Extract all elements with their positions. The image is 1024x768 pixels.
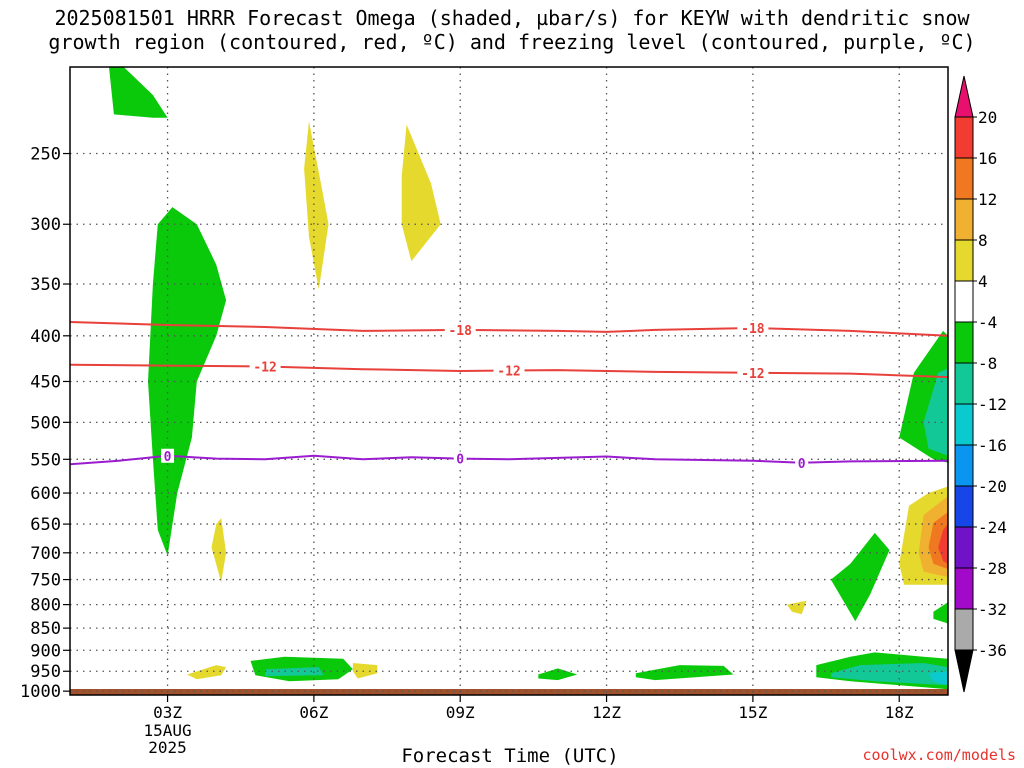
freezing-contour-0 bbox=[70, 454, 948, 466]
dgz-contour-1-label-bg-0 bbox=[249, 359, 281, 374]
y-tick-label-400: 400 bbox=[30, 327, 61, 347]
colorbar-label-0: 20 bbox=[978, 108, 997, 127]
colorbar-box-8 bbox=[954, 444, 974, 487]
colorbar-label-1: 16 bbox=[978, 149, 997, 168]
dgz-contour-0-label-bg-1 bbox=[737, 320, 769, 335]
grid-lines bbox=[70, 67, 948, 695]
colorbar-box-10 bbox=[954, 526, 974, 569]
colorbar-label-7: -12 bbox=[978, 395, 1007, 414]
y-tick-label-250: 250 bbox=[30, 145, 61, 165]
y-tick-label-950: 950 bbox=[30, 662, 61, 682]
colorbar-label-6: -8 bbox=[978, 354, 997, 373]
freezing-contour-0-label-0: 0 bbox=[164, 450, 172, 465]
dgz-contour-1-label-bg-1 bbox=[493, 363, 525, 378]
colorbar-box-4 bbox=[954, 280, 974, 323]
ground-bar bbox=[70, 689, 948, 695]
freezing-contour-0-label-2: 0 bbox=[798, 457, 806, 472]
y-tick-label-350: 350 bbox=[30, 275, 61, 295]
omega-region-14 bbox=[928, 671, 948, 686]
omega-region-4 bbox=[211, 518, 227, 583]
colorbar-label-13: -36 bbox=[978, 641, 1007, 660]
colorbar-label-10: -24 bbox=[978, 518, 1007, 537]
colorbar-box-0 bbox=[954, 116, 974, 159]
colorbar-label-11: -28 bbox=[978, 559, 1007, 578]
omega-region-13 bbox=[830, 663, 948, 686]
colorbar-box-7 bbox=[954, 403, 974, 446]
y-tick-label-450: 450 bbox=[30, 372, 61, 392]
x-tick-label-06Z: 06Z bbox=[299, 703, 328, 722]
y-tick-label-750: 750 bbox=[30, 571, 61, 591]
plot-area: -18 -18 -12 -12 -12 0 0 0 bbox=[70, 67, 948, 695]
colorbar-label-2: 12 bbox=[978, 190, 997, 209]
colorbar-label-3: 8 bbox=[978, 231, 988, 250]
omega-region-6 bbox=[352, 663, 378, 679]
colorbar-box-3 bbox=[954, 239, 974, 282]
omega-region-5 bbox=[187, 665, 227, 680]
y-tick-label-550: 550 bbox=[30, 450, 61, 470]
plot-frame bbox=[69, 66, 949, 696]
x-tick-label-18Z: 18Z bbox=[885, 703, 914, 722]
freezing-contour-0-label-bg-2 bbox=[795, 455, 809, 470]
omega-region-17 bbox=[923, 368, 948, 456]
colorbar-label-9: -20 bbox=[978, 477, 1007, 496]
y-tick-label-900: 900 bbox=[30, 641, 61, 661]
x-tick-label-12Z: 12Z bbox=[592, 703, 621, 722]
y-tick-label-500: 500 bbox=[30, 413, 61, 433]
colorbar-bottom-arrow bbox=[954, 649, 974, 693]
colorbar-box-2 bbox=[954, 198, 974, 241]
dgz-contour-0-label-1: -18 bbox=[741, 322, 765, 337]
colorbar-box-6 bbox=[954, 362, 974, 405]
omega-region-7 bbox=[787, 600, 807, 615]
y-tick-label-800: 800 bbox=[30, 596, 61, 616]
y-tick-label-300: 300 bbox=[30, 215, 61, 235]
omega-region-2 bbox=[304, 121, 329, 290]
page-title: 2025081501 HRRR Forecast Omega (shaded, … bbox=[0, 6, 1024, 54]
title-line-1: 2025081501 HRRR Forecast Omega (shaded, … bbox=[54, 6, 970, 30]
x-tick-label-15Z: 15Z bbox=[738, 703, 767, 722]
omega-region-22 bbox=[938, 524, 948, 564]
colorbar-label-12: -32 bbox=[978, 600, 1007, 619]
dgz-contour-1-label-bg-2 bbox=[737, 365, 769, 380]
x-tick-label-09Z: 09Z bbox=[446, 703, 475, 722]
y-tick-label-650: 650 bbox=[30, 515, 61, 535]
colorbar-label-8: -16 bbox=[978, 436, 1007, 455]
omega-region-11 bbox=[635, 665, 734, 681]
y-tick-label-700: 700 bbox=[30, 544, 61, 564]
x-tick-sublabel-1: 2025 bbox=[148, 738, 187, 757]
freezing-contour-0-label-1: 0 bbox=[456, 453, 464, 468]
dgz-contour-1-label-2: -12 bbox=[741, 367, 764, 382]
colorbar-label-4: 4 bbox=[978, 272, 988, 291]
title-line-2: growth region (contoured, red, ºC) and f… bbox=[48, 30, 976, 54]
x-axis-label: Forecast Time (UTC) bbox=[401, 745, 619, 767]
omega-region-18 bbox=[933, 602, 948, 624]
colorbar-box-9 bbox=[954, 485, 974, 528]
colorbar-label-5: -4 bbox=[978, 313, 997, 332]
y-tick-label-850: 850 bbox=[30, 619, 61, 639]
colorbar-box-5 bbox=[954, 321, 974, 364]
dgz-contour-0 bbox=[70, 321, 948, 337]
freezing-contour-0-label-bg-0 bbox=[161, 448, 175, 463]
colorbar-top-arrow bbox=[954, 75, 974, 118]
x-tick-label-03Z: 03Z bbox=[153, 703, 182, 722]
y-tick-label-600: 600 bbox=[30, 484, 61, 504]
dgz-contour-0-label-bg-0 bbox=[444, 322, 476, 337]
colorbar-box-1 bbox=[954, 157, 974, 200]
y-tick-label-1000: 1000 bbox=[20, 682, 61, 702]
colorbar-box-12 bbox=[954, 608, 974, 651]
omega-region-9 bbox=[265, 667, 324, 677]
x-tick-sublabel-0: 15AUG bbox=[143, 721, 191, 740]
dgz-contour-1-label-1: -12 bbox=[497, 365, 520, 380]
freezing-contour-0-label-bg-1 bbox=[453, 451, 467, 466]
colorbar-box-11 bbox=[954, 567, 974, 610]
omega-region-0 bbox=[109, 67, 168, 118]
omega-region-15 bbox=[830, 532, 890, 622]
credit-link[interactable]: coolwx.com/models bbox=[862, 746, 1016, 764]
dgz-contour-1-label-0: -12 bbox=[253, 361, 276, 376]
colorbar: 20 16 12 8 4 -4 -8 -12 -16 -20 -24 -28 -32 -36 bbox=[954, 75, 1007, 693]
dgz-contour-0-label-0: -18 bbox=[448, 324, 472, 339]
omega-region-10 bbox=[538, 668, 578, 681]
omega-region-3 bbox=[401, 124, 441, 262]
